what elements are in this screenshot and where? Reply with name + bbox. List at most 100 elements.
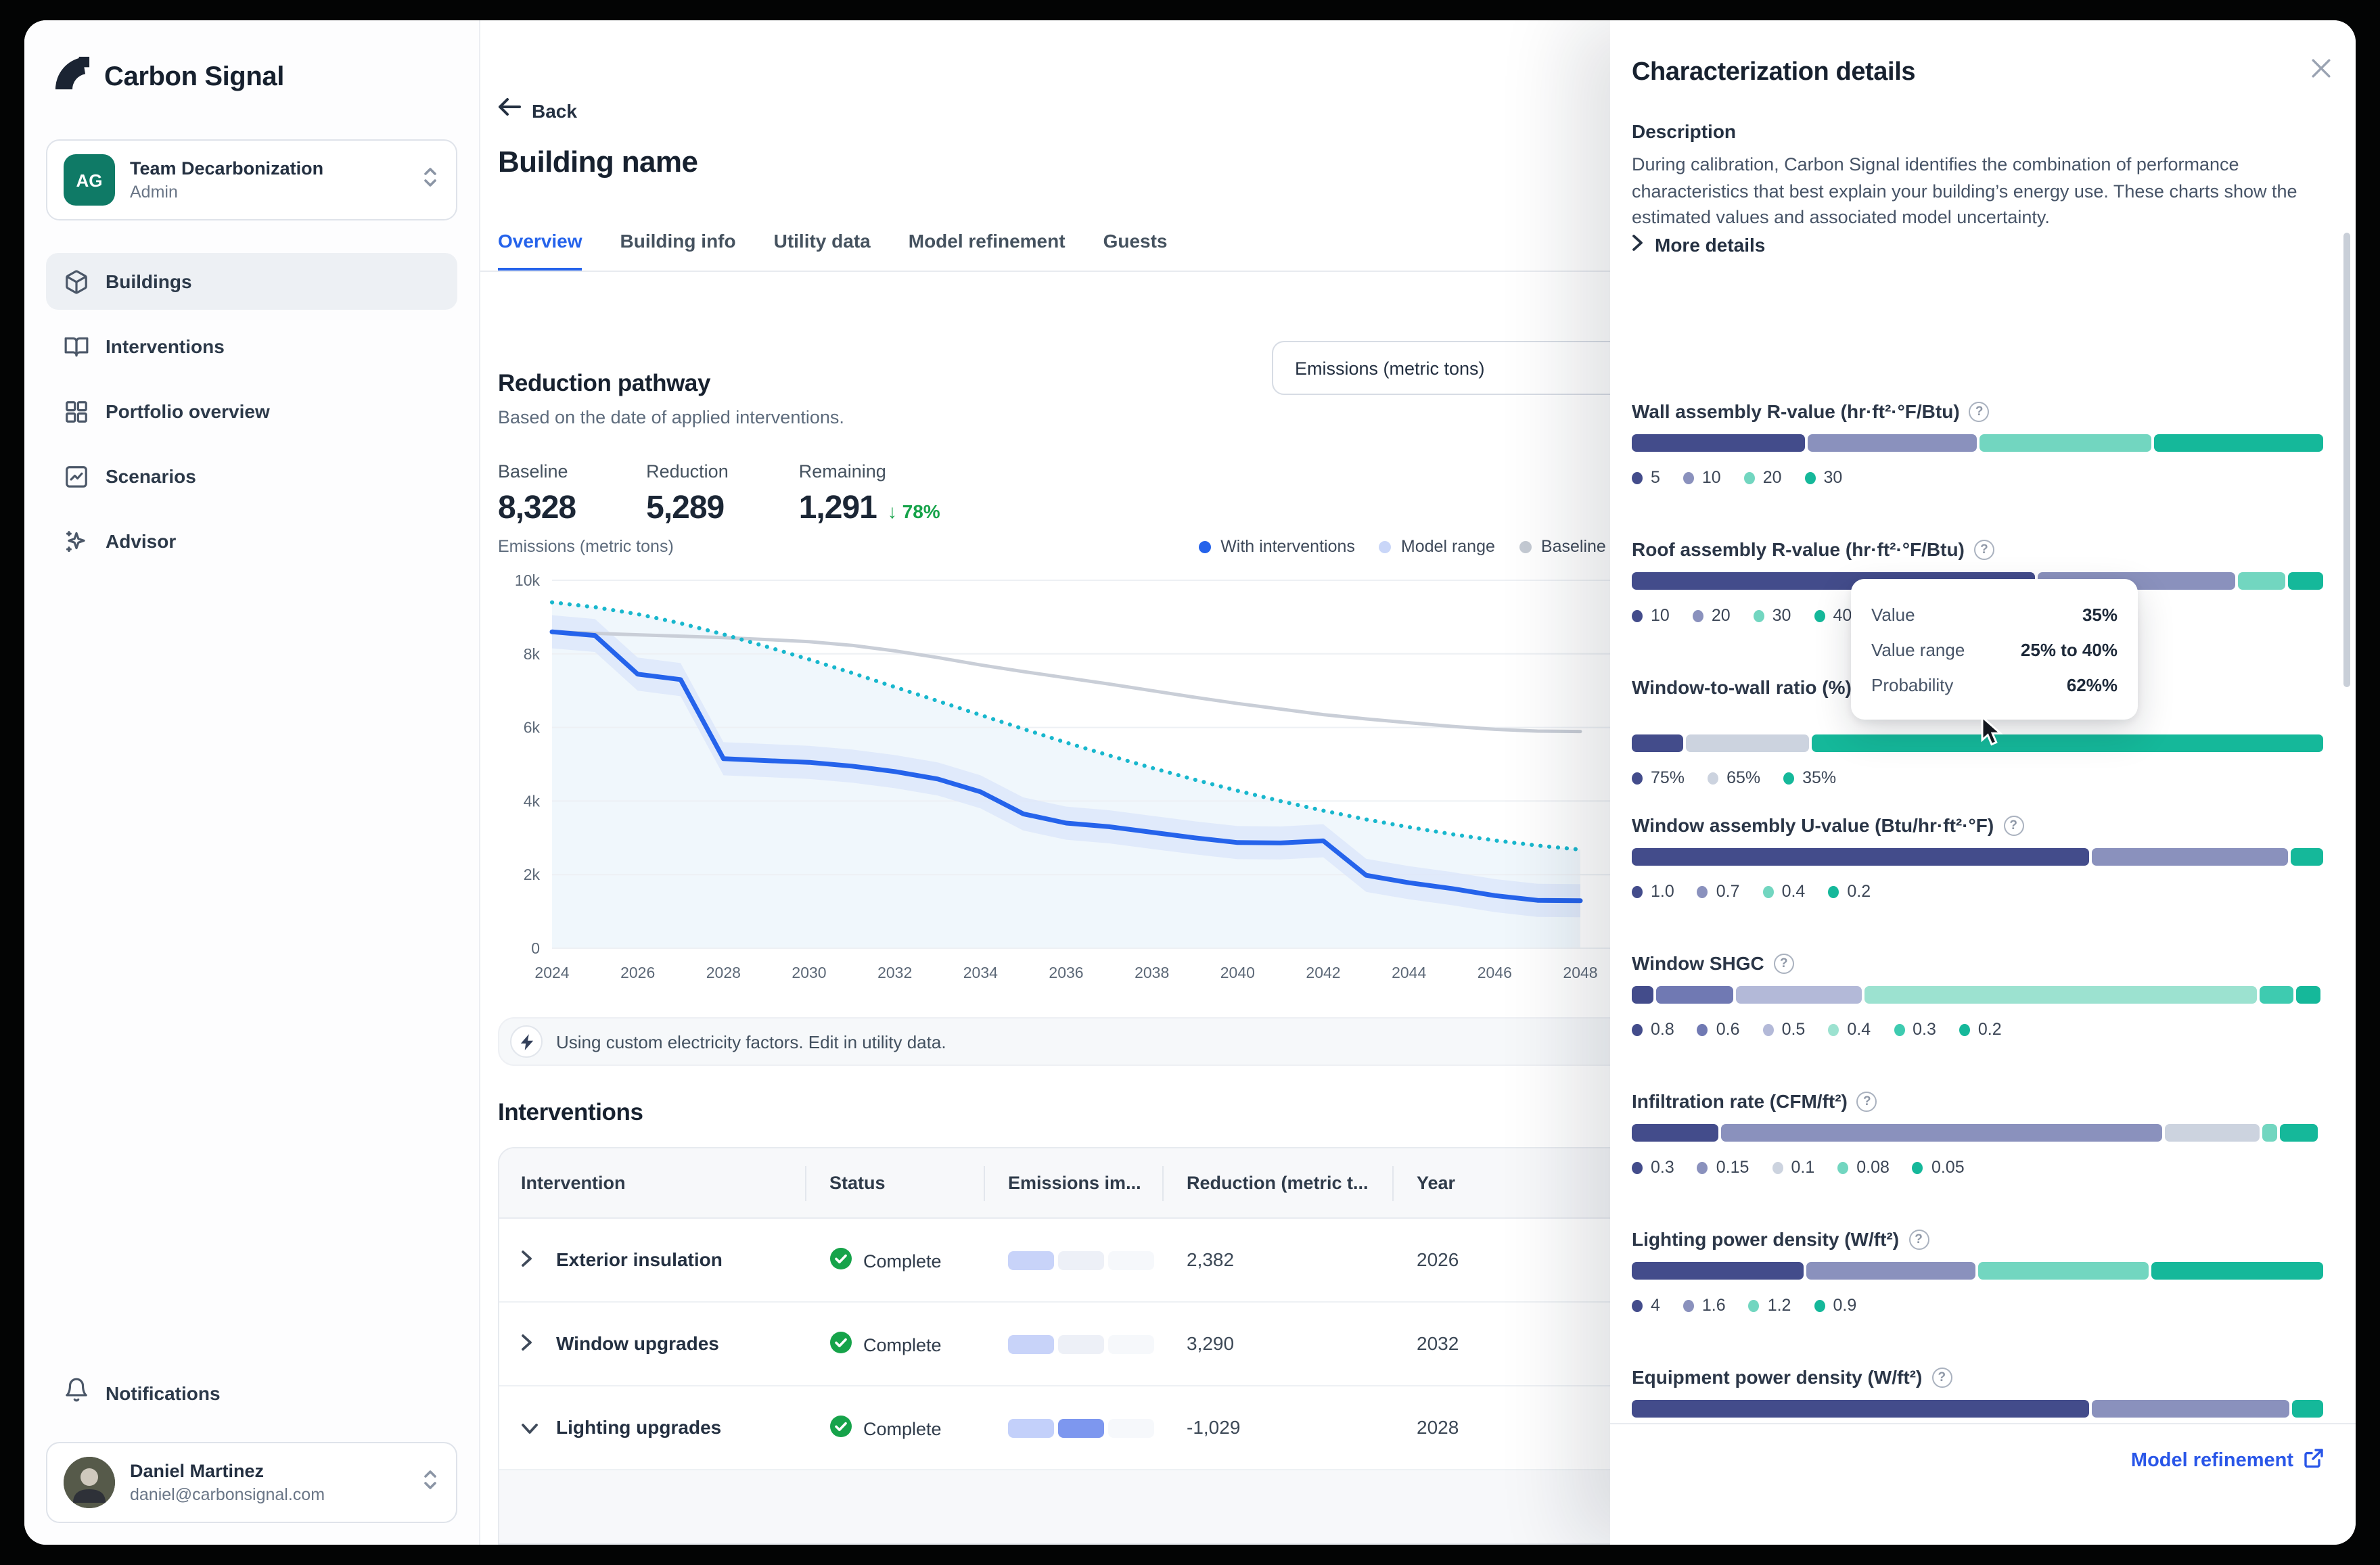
tab-building-info[interactable]: Building info [620, 230, 736, 252]
distribution-legend-item: 0.15 [1697, 1158, 1749, 1177]
reduction-value: 2,382 [1187, 1248, 1235, 1270]
svg-text:4k: 4k [524, 792, 541, 810]
tab-guests[interactable]: Guests [1103, 230, 1168, 252]
distribution-segment [1807, 434, 1976, 452]
legend-dot [1743, 471, 1755, 484]
characteristic-title: Roof assembly R-value (hr·ft²·°F/Btu)? [1632, 538, 2323, 560]
panel-scrollbar[interactable] [2343, 233, 2350, 687]
sidebar-item-scenarios[interactable]: Scenarios [46, 448, 457, 505]
legend-label: 0.7 [1716, 882, 1740, 901]
legend-label: 0.1 [1791, 1158, 1815, 1177]
help-icon[interactable]: ? [2003, 815, 2024, 835]
svg-text:0: 0 [531, 939, 540, 957]
cube-icon [64, 268, 89, 294]
legend-label: 30 [1772, 606, 1791, 625]
chevron-updown-icon [421, 1467, 440, 1498]
help-icon[interactable]: ? [1856, 1091, 1877, 1111]
legend-dot [1814, 1299, 1825, 1311]
chevron-right-icon[interactable] [521, 1250, 533, 1274]
distribution-legend-item: 0.9 [1814, 1296, 1856, 1315]
user-menu[interactable]: Daniel Martinez daniel@carbonsignal.com [46, 1442, 457, 1523]
emissions-impact-bar [1008, 1419, 1154, 1438]
help-icon[interactable]: ? [1973, 539, 1994, 559]
more-details-toggle[interactable]: More details [1632, 234, 1765, 256]
series-with-interventions [549, 629, 1583, 904]
distribution-legend-item: 5 [1632, 468, 1660, 487]
legend-label: 0.8 [1651, 1020, 1674, 1039]
help-icon[interactable]: ? [1931, 1367, 1952, 1387]
close-icon[interactable] [2303, 50, 2338, 85]
characteristic-title: Wall assembly R-value (hr·ft²·°F/Btu)? [1632, 400, 2323, 422]
distribution-legend-item: 1.2 [1748, 1296, 1791, 1315]
characteristic-section: Lighting power density (W/ft²)? 4 1.6 1.2 0.… [1632, 1228, 2324, 1315]
legend-dot [1772, 1161, 1783, 1173]
chevron-updown-icon [421, 164, 440, 195]
stat-value: 1,291 ↓ 78% [799, 490, 940, 528]
distribution-legend-item: 0.4 [1828, 1020, 1871, 1039]
characteristic-section: Window SHGC? 0.8 0.6 0.5 0.4 0.3 0.2 [1632, 952, 2323, 1039]
back-button[interactable]: Back [498, 97, 577, 123]
model-refinement-link[interactable]: Model refinement [2131, 1449, 2323, 1473]
legend-dot [1753, 609, 1764, 622]
table-row[interactable]: Lighting upgrades Complete -1,029 2028 [499, 1386, 1714, 1470]
legend-dot [1814, 609, 1825, 622]
column-header-2: Emissions im... [1008, 1173, 1141, 1193]
sidebar-item-portfolio-overview[interactable]: Portfolio overview [46, 383, 457, 440]
characteristic-title: Window-to-wall ratio (%) [1632, 676, 2323, 698]
characteristic-title-text: Infiltration rate (CFM/ft²) [1632, 1090, 1848, 1112]
panel-title: Characterization details [1632, 58, 1916, 87]
distribution-segment [1686, 734, 1809, 752]
distribution-legend-item: 0.3 [1632, 1158, 1674, 1177]
distribution-legend-item: 4 [1632, 1296, 1660, 1315]
distribution-legend-item: 10 [1632, 606, 1670, 625]
electricity-factors-notice: Using custom electricity factors. Edit i… [498, 1017, 1716, 1066]
svg-text:2038: 2038 [1135, 964, 1169, 981]
table-row[interactable]: Exterior insulation Complete 2,382 2026 [499, 1219, 1714, 1303]
legend-label: 40 [1833, 606, 1852, 625]
legend-dot [1837, 1161, 1849, 1173]
sidebar-item-interventions[interactable]: Interventions [46, 318, 457, 375]
legend-label: 0.15 [1716, 1158, 1749, 1177]
svg-text:2026: 2026 [620, 964, 655, 981]
grid-icon [64, 398, 89, 424]
tooltip-label: Value range [1871, 639, 1965, 659]
tab-model-refinement[interactable]: Model refinement [908, 230, 1066, 252]
distribution-segment [1632, 734, 1684, 752]
tab-overview[interactable]: Overview [498, 230, 582, 272]
legend-label: Model range [1400, 537, 1495, 556]
svg-text:2048: 2048 [1563, 964, 1597, 981]
sidebar-item-buildings[interactable]: Buildings [46, 253, 457, 310]
chevron-down-icon[interactable] [521, 1418, 539, 1442]
legend-label: 0.2 [1847, 882, 1871, 901]
legend-dot [1783, 772, 1795, 784]
probability-tooltip: Value 35% Value range 25% to 40% Probability… [1851, 579, 2138, 720]
sidebar-item-notifications[interactable]: Notifications [46, 1363, 457, 1423]
tooltip-label: Probability [1871, 674, 1954, 695]
tab-utility-data[interactable]: Utility data [773, 230, 871, 252]
help-icon[interactable]: ? [1773, 953, 1794, 973]
status-label: Complete [863, 1418, 942, 1439]
characteristic-title-text: Window-to-wall ratio (%) [1632, 676, 1852, 698]
series-crr [550, 600, 1582, 852]
impact-segment [1058, 1419, 1104, 1438]
legend-dot [1748, 1299, 1760, 1311]
legend-label: 10 [1701, 468, 1721, 487]
chevron-right-icon[interactable] [521, 1334, 533, 1358]
sidebar-item-advisor[interactable]: Advisor [46, 513, 457, 569]
intervention-name: Lighting upgrades [556, 1416, 722, 1438]
table-row[interactable]: Window upgrades Complete 3,290 2032 [499, 1303, 1714, 1386]
distribution-segment [1979, 434, 2152, 452]
legend-label: 75% [1651, 768, 1685, 787]
impact-segment [1108, 1419, 1154, 1438]
distribution-segment [2291, 848, 2323, 866]
help-icon[interactable]: ? [1908, 1229, 1929, 1249]
team-selector[interactable]: AG Team Decarbonization Admin [46, 139, 457, 220]
legend-dot [1632, 885, 1643, 897]
legend-label: 0.5 [1781, 1020, 1806, 1039]
distribution-legend-item: 0.1 [1772, 1158, 1814, 1177]
help-icon[interactable]: ? [1969, 401, 1990, 421]
svg-text:10k: 10k [515, 571, 541, 589]
stat-label: Baseline [498, 461, 568, 482]
legend-dot [1828, 1023, 1839, 1035]
legend-label: 0.6 [1716, 1020, 1740, 1039]
